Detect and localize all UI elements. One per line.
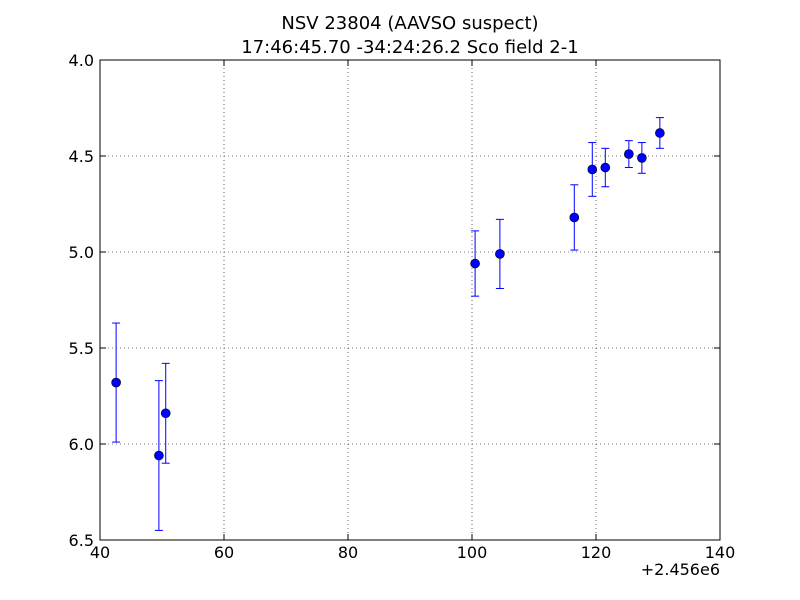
x-tick-label: 80: [338, 543, 358, 562]
x-tick-label: 100: [457, 543, 488, 562]
data-point: [624, 149, 634, 159]
x-offset-label: +2.456e6: [641, 560, 720, 579]
x-tick-label: 120: [581, 543, 612, 562]
data-point: [587, 164, 598, 175]
y-tick-label: 4.5: [69, 147, 94, 166]
chart-subtitle: 17:46:45.70 -34:24:26.2 Sco field 2-1: [241, 37, 578, 58]
x-tick-label: 60: [214, 543, 234, 562]
y-tick-label: 6.5: [69, 531, 94, 550]
x-tick-label: 40: [90, 543, 110, 562]
y-tick-label: 6.0: [69, 435, 94, 454]
y-tick-label: 5.5: [69, 339, 94, 358]
x-tick-label: 140: [705, 543, 736, 562]
data-point: [637, 153, 647, 163]
data-point: [111, 377, 121, 388]
plot-frame: [99, 59, 721, 541]
data-point: [160, 408, 171, 419]
data-point: [495, 249, 505, 259]
data-point: [470, 258, 480, 269]
data-point: [569, 212, 580, 223]
chart-title: NSV 23804 (AAVSO suspect): [281, 13, 538, 34]
y-tick-label: 4.0: [69, 51, 94, 70]
data-point: [655, 128, 665, 138]
data-point: [154, 450, 164, 461]
y-tick-label: 5.0: [69, 243, 94, 262]
data-point: [600, 162, 611, 173]
